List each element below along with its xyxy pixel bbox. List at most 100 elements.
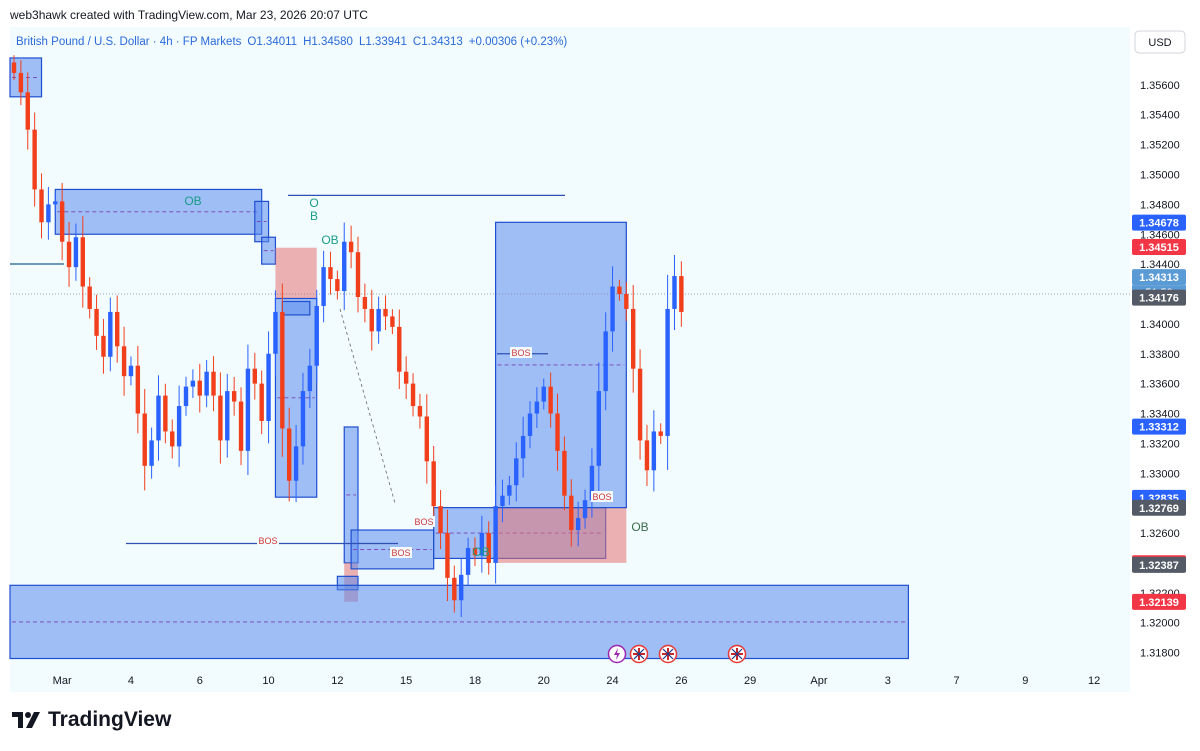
svg-text:1.34313: 1.34313	[1139, 272, 1179, 284]
candle	[94, 294, 99, 350]
x-tick-label: 10	[262, 675, 274, 687]
candle	[176, 385, 182, 467]
y-tick-label: 1.35200	[1140, 140, 1180, 152]
candle	[431, 445, 436, 522]
candle	[582, 489, 588, 529]
candle	[197, 363, 202, 413]
ob-label: OB	[321, 233, 338, 247]
candle	[376, 296, 381, 344]
price-badge[interactable]: 1.34313	[1132, 269, 1186, 286]
x-tick-label: 24	[606, 675, 618, 687]
candle	[658, 423, 663, 445]
bos-label: BOS	[592, 492, 611, 502]
event-flag-icon[interactable]	[727, 644, 747, 664]
ob-label: OB	[184, 194, 201, 208]
svg-text:1.32387: 1.32387	[1139, 560, 1179, 572]
price-axis[interactable]: 1.35600 1.35400 1.35200 1.35000 1.34800 1.346…	[1132, 80, 1186, 660]
candle	[541, 378, 546, 410]
candle	[520, 416, 526, 478]
candle	[514, 442, 519, 502]
price-badge[interactable]: 1.32387	[1132, 556, 1186, 573]
svg-text:1.33312: 1.33312	[1139, 422, 1179, 434]
price-badge[interactable]: 1.34678	[1132, 214, 1186, 231]
change-value: +0.00306 (+0.23%)	[469, 36, 568, 48]
candle	[665, 274, 670, 471]
symbol-info: British Pound / U.S. Dollar · 4h · FP Ma…	[16, 36, 567, 48]
candle	[121, 326, 127, 396]
candle	[190, 369, 196, 398]
candle	[355, 236, 361, 313]
currency-label: USD	[1148, 37, 1171, 49]
y-tick-label: 1.33800	[1140, 349, 1180, 361]
brand: TradingView	[12, 708, 171, 732]
candle	[273, 290, 278, 376]
bos-label-bg	[510, 347, 532, 358]
candle	[87, 277, 92, 319]
candle	[314, 289, 319, 382]
candle	[452, 565, 457, 613]
time-axis-labels: Mar 4 6 10 12 15 18 20 24 26 29 Apr 3 7 9 12	[53, 675, 1101, 687]
candle	[46, 186, 51, 240]
candle	[383, 295, 388, 330]
candle	[183, 376, 189, 416]
candle	[651, 410, 657, 492]
x-tick-label: 12	[1088, 675, 1100, 687]
y-tick-label: 1.33000	[1140, 468, 1180, 480]
open-value: O1.34011	[247, 36, 297, 48]
x-tick-label: 6	[197, 675, 203, 687]
bos-label: BOS	[414, 517, 433, 527]
candle	[369, 289, 374, 351]
candle	[486, 521, 491, 575]
bos-label: BOS	[391, 548, 410, 558]
candle	[18, 60, 24, 106]
y-tick-label: 1.33600	[1140, 379, 1180, 391]
y-tick-label: 1.34400	[1140, 259, 1180, 271]
price-badge[interactable]: 1.34515	[1132, 238, 1186, 255]
y-tick-label: 1.34600	[1140, 229, 1180, 241]
svg-text:1.34515: 1.34515	[1139, 242, 1179, 254]
candle	[66, 221, 72, 287]
price-badge[interactable]: 1.33312	[1132, 418, 1186, 435]
candle	[637, 349, 643, 460]
zone-blue	[281, 300, 311, 316]
price-badge[interactable]: 1.32139	[1132, 593, 1186, 610]
x-tick-label: 26	[675, 675, 687, 687]
event-lightning-icon[interactable]	[607, 644, 627, 664]
candle	[53, 193, 58, 213]
y-tick-label: 1.33200	[1140, 438, 1180, 450]
price-badge[interactable]: 1.34176	[1132, 289, 1186, 306]
price-badge[interactable]: 1.32769	[1132, 499, 1186, 516]
brand-name: TradingView	[48, 708, 172, 731]
candle	[500, 479, 505, 523]
candle	[321, 250, 326, 323]
candle	[142, 388, 147, 491]
ob-label: OB	[472, 545, 489, 559]
x-tick-label: 29	[744, 675, 756, 687]
x-tick-label: 3	[885, 675, 891, 687]
ob-label: O	[309, 196, 318, 210]
candle	[156, 375, 161, 461]
y-tick-label: 1.35000	[1140, 169, 1180, 181]
currency-button[interactable]	[1134, 30, 1186, 54]
low-value: L1.33941	[359, 36, 407, 48]
event-flag-icon[interactable]	[658, 644, 678, 664]
candle	[170, 419, 175, 459]
bos-label-bg	[413, 516, 435, 527]
symbol-name: British Pound / U.S. Dollar · 4h · FP Ma…	[16, 36, 242, 48]
candle	[562, 436, 567, 511]
x-tick-label: Apr	[810, 675, 827, 687]
candle	[603, 312, 608, 411]
x-tick-label: Mar	[53, 675, 72, 687]
svg-text:1.32769: 1.32769	[1139, 503, 1179, 515]
candle	[472, 537, 478, 567]
candle	[342, 222, 347, 311]
x-tick-label: 4	[128, 675, 134, 687]
candle	[300, 372, 306, 465]
candle	[252, 352, 257, 400]
candle	[390, 309, 395, 335]
event-flag-icon[interactable]	[629, 644, 649, 664]
ob-label: OB	[631, 520, 648, 534]
bos-label-bg	[257, 535, 279, 546]
candle	[575, 501, 581, 547]
